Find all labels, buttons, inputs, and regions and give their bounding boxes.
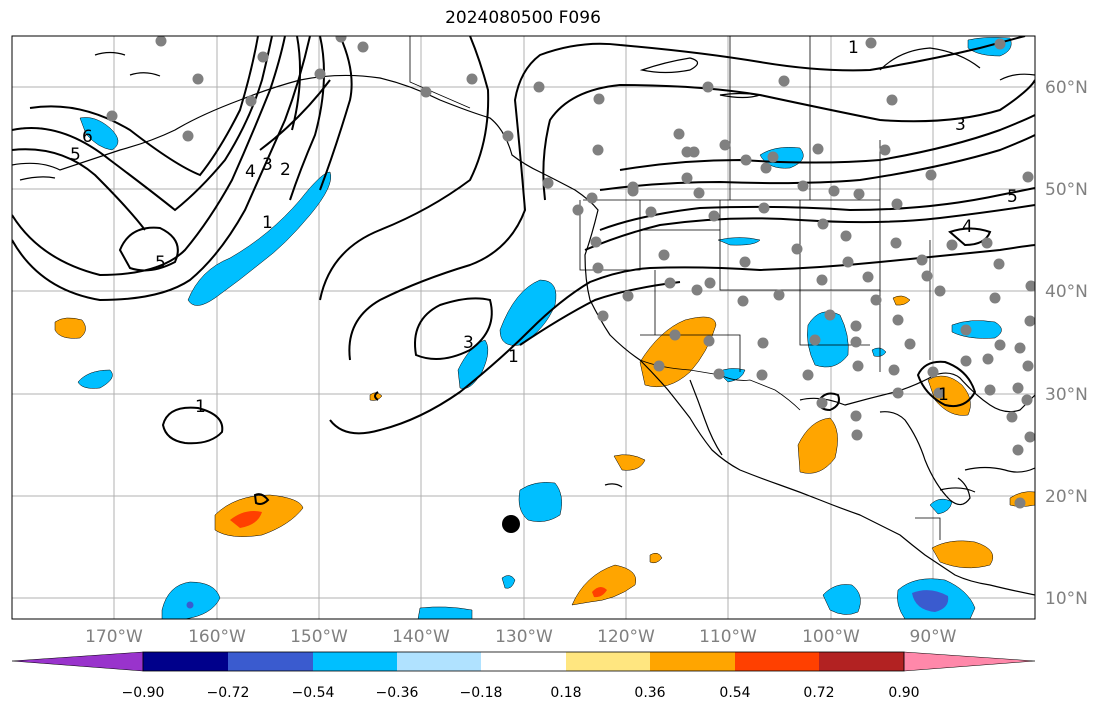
contour-label: 2 [280, 160, 291, 180]
colorbar-tick: 0.18 [550, 685, 581, 701]
plot-frame [11, 35, 1036, 620]
lat-label: 40°N [1045, 282, 1088, 302]
contour-label: 3 [463, 333, 474, 353]
lon-label: 160°W [188, 627, 246, 647]
colorbar-tick: −0.72 [207, 685, 250, 701]
colorbar-segment [650, 652, 735, 671]
contour-label: 1 [195, 397, 206, 417]
lon-label: 90°W [910, 627, 957, 647]
colorbar-tick: 0.90 [888, 685, 919, 701]
negative-anomaly-core [186, 590, 949, 612]
black-station-marker [502, 515, 520, 533]
contour-label: 1 [508, 347, 519, 367]
lon-label: 120°W [597, 627, 655, 647]
lat-label: 20°N [1045, 487, 1088, 507]
longitude-labels: 170°W 160°W 150°W 140°W 130°W 120°W 110°… [85, 627, 957, 647]
political-borders [409, 36, 941, 540]
contour-label: 1 [938, 385, 949, 405]
colorbar-tick: −0.90 [122, 685, 165, 701]
positive-anomaly-core [230, 511, 607, 598]
colorbar-segment [566, 652, 650, 671]
colorbar-tick: 0.36 [634, 685, 665, 701]
colorbar-segment [735, 652, 819, 671]
colorbar-tick: −0.18 [460, 685, 503, 701]
lat-label: 50°N [1045, 180, 1088, 200]
colorbar-segment [397, 652, 481, 671]
station-markers [106, 36, 1035, 509]
colorbar-segment [481, 652, 566, 671]
contour-label: 4 [245, 162, 256, 182]
colorbar-segment [313, 652, 397, 671]
lon-label: 110°W [699, 627, 757, 647]
contour-label: 1 [262, 213, 273, 233]
colorbar-tick: −0.36 [376, 685, 419, 701]
contour-labels: 1 3 5 6 5 4 3 2 1 5 3 1 1 4 1 [70, 38, 1018, 417]
contour-label: 3 [955, 115, 966, 135]
lon-label: 150°W [290, 627, 348, 647]
lat-label: 60°N [1045, 78, 1088, 98]
contour-label: 5 [70, 145, 81, 165]
lat-label: 30°N [1045, 385, 1088, 405]
lon-label: 170°W [85, 627, 143, 647]
colorbar-extend-right [903, 651, 1036, 672]
anomaly-contours [12, 36, 1035, 505]
contour-label: 1 [848, 38, 859, 58]
latitude-labels: 60°N 50°N 40°N 30°N 20°N 10°N [1045, 78, 1088, 609]
contour-label: 5 [155, 253, 166, 273]
colorbar-segment [228, 652, 313, 671]
colorbar-segment [819, 652, 904, 671]
colorbar-extend-left [11, 651, 144, 672]
lat-label: 10°N [1045, 589, 1088, 609]
colorbar-tick: 0.72 [803, 685, 834, 701]
lon-label: 140°W [392, 627, 450, 647]
colorbar-segment [143, 652, 228, 671]
negative-anomaly-shading [77, 37, 1012, 619]
lon-label: 130°W [495, 627, 553, 647]
map-title: 2024080500 F096 [445, 8, 601, 28]
contour-label: 5 [1007, 187, 1018, 207]
colorbar: −0.90 −0.72 −0.54 −0.36 −0.18 0.18 0.36 … [11, 651, 1036, 701]
colorbar-tick: 0.54 [719, 685, 750, 701]
colorbar-tick: −0.54 [292, 685, 335, 701]
lon-label: 100°W [802, 627, 860, 647]
contour-label: 3 [262, 155, 273, 175]
contour-label: 4 [962, 217, 973, 237]
contour-label: 6 [82, 127, 93, 147]
